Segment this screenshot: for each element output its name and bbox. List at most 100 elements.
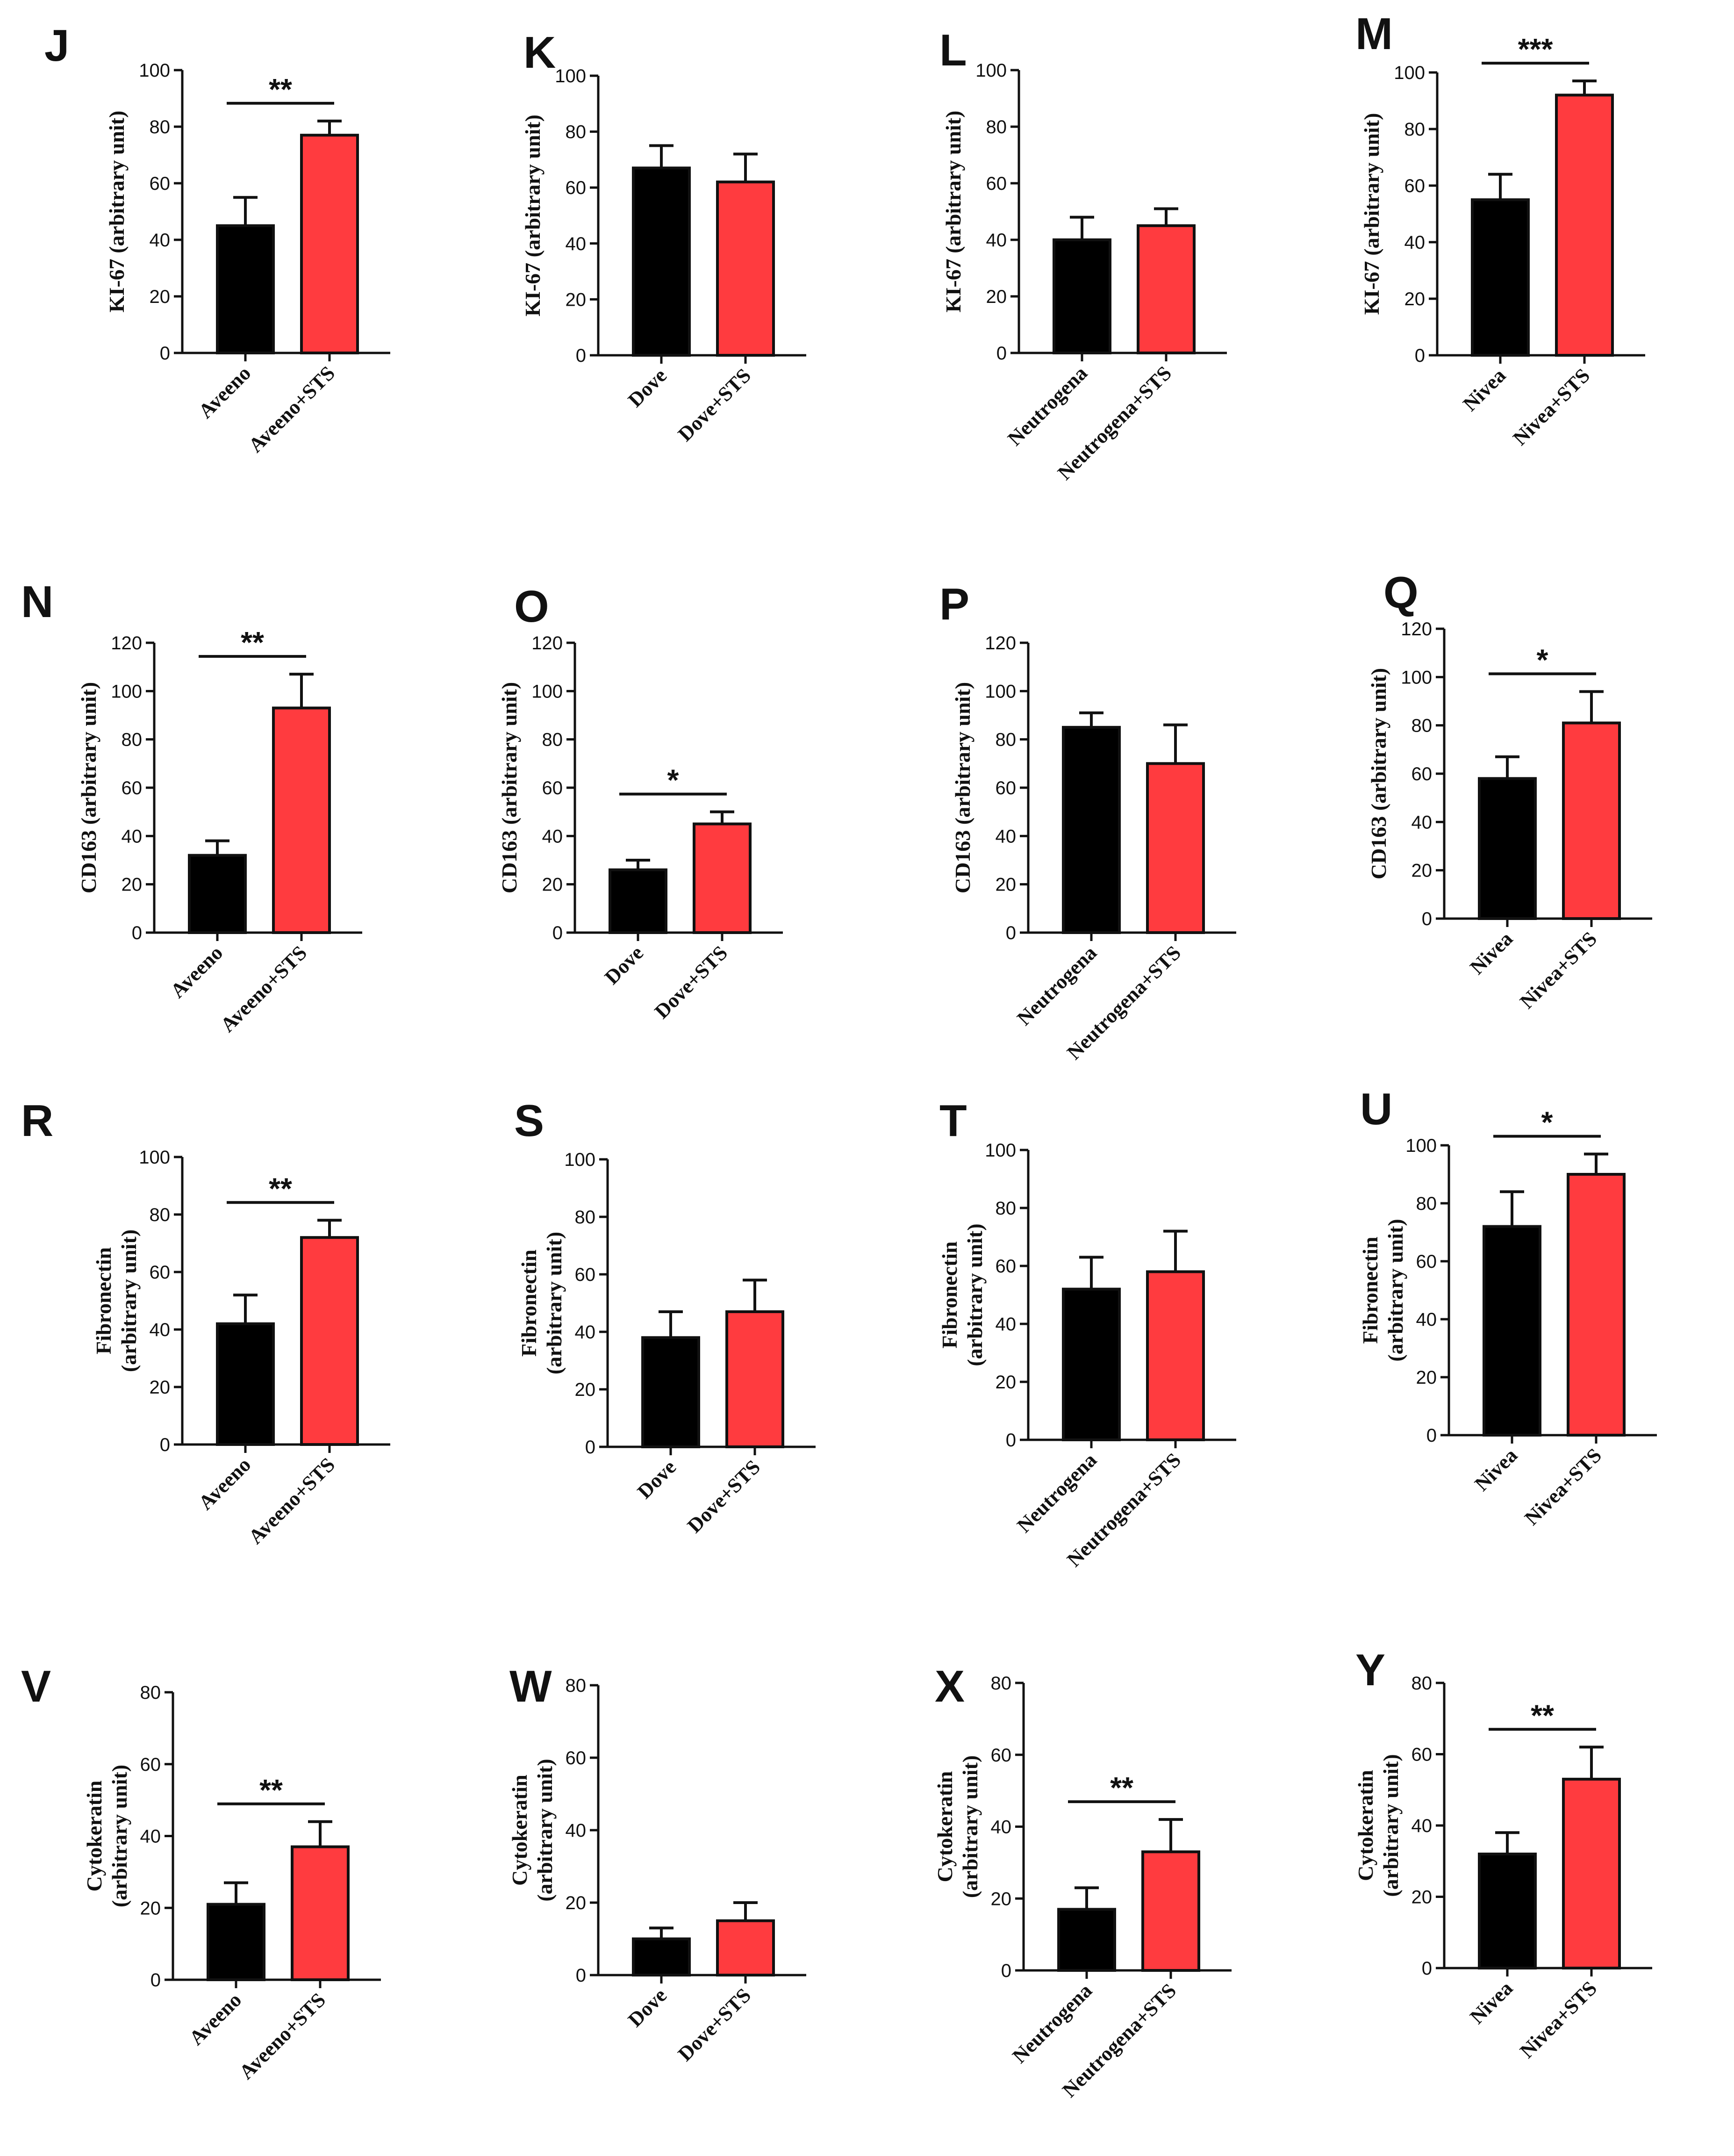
y-tick-label: 60 [542,778,563,798]
panel-letter: V [21,1661,51,1711]
panel-letter: O [514,582,549,632]
y-tick-label: 20 [1416,1367,1437,1388]
bar-control [1478,1853,1537,1969]
y-tick-label: 80 [566,1675,587,1696]
category-label: Aveeno [166,941,227,1002]
y-tick-label: 100 [1394,63,1425,83]
y-tick-label: 100 [1405,1135,1437,1156]
y-tick-label: 20 [996,875,1017,895]
y-tick-label: 100 [985,681,1016,702]
category-label: Nivea+STS [1515,1976,1601,2063]
y-tick-label: 20 [1412,861,1433,881]
y-tick-label: 60 [150,173,171,194]
y-tick-label: 0 [150,1970,161,1991]
y-axis-title: Cytokeratin [508,1775,531,1886]
y-axis-subtitle: (arbitrary unit) [963,1223,987,1366]
y-tick-label: 120 [111,633,142,654]
y-axis-subtitle: (arbitrary unit) [107,1765,131,1907]
bar-control [216,224,275,354]
y-tick-label: 40 [122,826,143,847]
significance-marker: *** [1518,32,1553,66]
chart-panel-s: S 0 20 40 60 80 100 Dove Dove+STS Fibronectin (arb… [514,1096,816,1538]
y-tick-label: 20 [566,289,587,310]
bar-treated [291,1845,350,1981]
y-axis-subtitle: (arbitrary unit) [542,1232,566,1374]
y-axis-title: KI-67 (arbitrary unit) [521,115,545,316]
chart-panel-o: O 0 20 40 60 80 100 120 Dove Dove+STS * CD163 (arbi… [497,582,783,1023]
bar-treated [716,180,775,357]
y-tick-label: 60 [996,778,1017,798]
bar-control [609,868,667,934]
y-axis-subtitle: (arbitrary unit) [1383,1219,1407,1361]
y-tick-label: 80 [996,1198,1017,1219]
y-tick-label: 60 [1416,1251,1437,1272]
y-axis-subtitle: (arbitrary unit) [117,1229,141,1372]
y-tick-label: 40 [991,1817,1012,1838]
bar-treated [1562,721,1621,920]
y-tick-label: 100 [139,60,170,81]
category-label: Aveeno [185,1988,246,2049]
y-tick-label: 60 [1404,176,1426,196]
bar-treated [300,1236,359,1446]
y-tick-label: 80 [566,122,587,143]
category-label: Aveeno+STS [244,361,339,457]
chart-panel-x: X020406080NeutrogenaNeutrogena+STS**Cyto… [933,1661,1232,2102]
category-label: Nivea [1465,927,1517,979]
bar-control [1062,1287,1121,1442]
y-tick-label: 40 [1412,812,1433,833]
y-tick-label: 20 [122,875,143,895]
y-axis-title: Cytokeratin [1354,1770,1377,1881]
y-tick-label: 20 [150,1377,171,1398]
bar-control [207,1903,265,1981]
y-tick-label: 40 [996,826,1017,847]
category-label: Dove [623,364,671,411]
category-label: Aveeno [194,361,255,423]
bar-treated [725,1310,784,1448]
category-label: Aveeno+STS [244,1453,339,1548]
y-tick-label: 80 [122,730,143,750]
y-tick-label: 100 [139,1147,170,1168]
bar-control [1062,726,1121,934]
y-tick-label: 60 [150,1262,171,1283]
bar-treated [1567,1173,1626,1437]
y-tick-label: 20 [991,1889,1012,1909]
y-tick-label: 100 [555,66,586,86]
y-tick-label: 80 [996,730,1017,750]
y-tick-label: 60 [575,1265,596,1285]
panel-letter: X [935,1661,965,1711]
chart-panel-t: T020406080100NeutrogenaNeutrogena+STSFib… [938,1096,1236,1571]
panel-letter: L [939,25,967,75]
y-tick-label: 40 [986,230,1007,251]
y-axis-title: Fibronectin [92,1247,115,1354]
y-tick-label: 80 [542,730,563,750]
y-tick-label: 60 [986,173,1007,194]
y-axis-title: KI-67 (arbitrary unit) [105,111,129,313]
y-tick-label: 120 [985,633,1016,654]
y-tick-label: 20 [996,1372,1017,1393]
y-tick-label: 40 [1416,1309,1437,1330]
y-tick-label: 0 [1415,345,1425,366]
bar-treated [1555,93,1614,357]
chart-panel-l: L020406080100NeutrogenaNeutrogena+STSKI-… [939,25,1227,484]
y-tick-label: 0 [1422,909,1432,929]
bar-treated [1562,1777,1621,1969]
y-tick-label: 20 [1404,289,1426,309]
category-label: Nivea+STS [1508,364,1594,450]
y-tick-label: 100 [985,1140,1016,1161]
category-label: Neutrogena [1003,361,1092,450]
y-tick-label: 80 [1412,716,1433,736]
bar-treated [1141,1850,1200,1972]
y-tick-label: 40 [996,1314,1017,1335]
y-axis-subtitle: (arbitrary unit) [1379,1754,1403,1897]
significance-marker: ** [259,1773,283,1807]
y-tick-label: 0 [576,345,586,366]
category-label: Nivea+STS [1520,1444,1606,1530]
category-label: Neutrogena [1012,1448,1101,1537]
y-axis-title: KI-67 (arbitrary unit) [1360,113,1383,315]
y-tick-label: 40 [150,230,171,251]
significance-marker: * [667,763,679,797]
